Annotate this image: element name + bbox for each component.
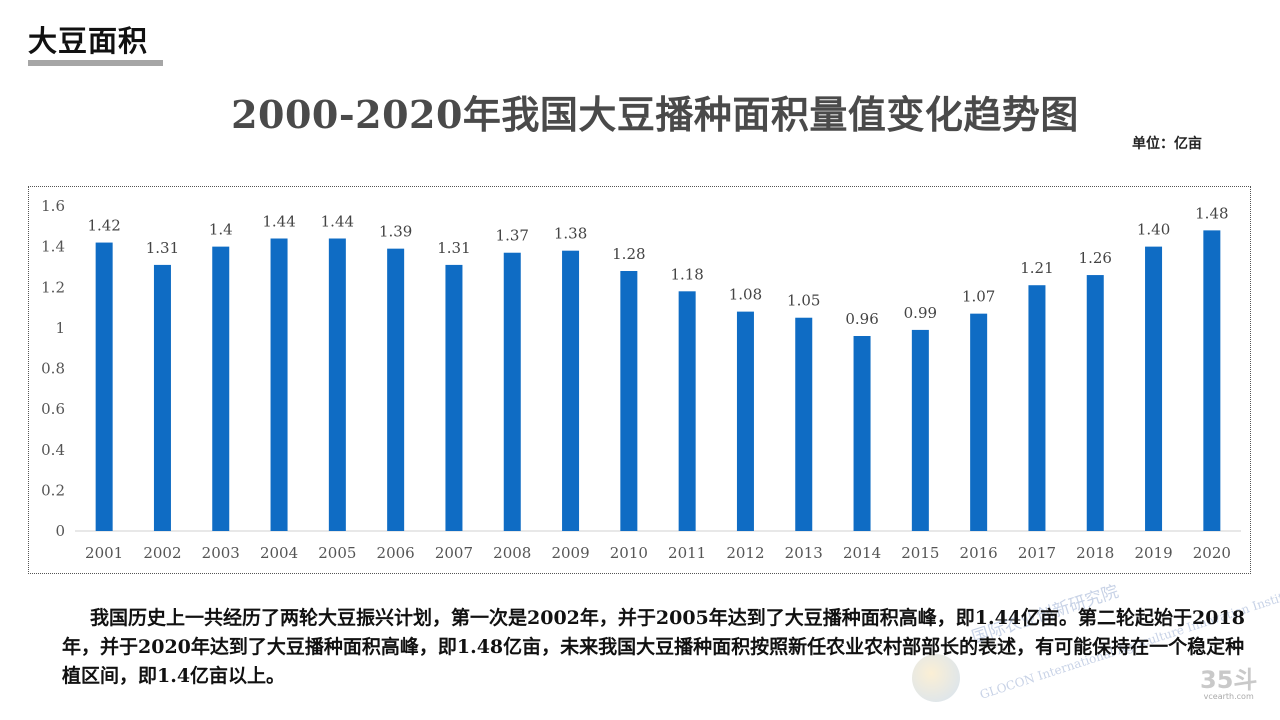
bar [853,336,871,531]
bar [95,242,113,531]
y-tick-label: 1.2 [41,278,65,296]
data-label: 1.40 [1137,221,1170,239]
data-label: 1.38 [554,225,587,243]
x-tick-label: 2010 [610,544,648,562]
data-label: 1.44 [262,213,295,231]
bar [445,264,463,531]
chart-title: 2000-2020年我国大豆播种面积量值变化趋势图 [231,92,1079,137]
x-tick-label: 2007 [435,544,473,562]
y-tick-label: 0 [55,522,65,540]
brand-logo-text: 35斗 [1200,666,1258,694]
y-tick-label: 0.4 [41,441,65,459]
bar [1028,285,1046,531]
data-label: 1.37 [496,227,529,245]
x-tick-label: 2015 [901,544,939,562]
x-tick-label: 2012 [726,544,764,562]
x-tick-label: 2016 [960,544,998,562]
data-label: 1.21 [1020,259,1053,277]
bar [562,250,580,531]
y-tick-label: 1 [55,319,65,337]
bar [911,329,929,531]
bar [736,311,754,531]
x-tick-label: 2018 [1076,544,1114,562]
bar [1086,275,1104,531]
data-label: 1.18 [670,265,703,283]
unit-label: 单位：亿亩 [1132,136,1202,152]
bar [970,313,988,531]
x-tick-label: 2019 [1134,544,1172,562]
bar [1145,246,1163,531]
data-label: 1.39 [379,223,412,241]
y-tick-label: 0.8 [41,360,65,378]
bar [503,252,521,531]
bar [153,264,171,531]
x-tick-label: 2009 [551,544,589,562]
data-label: 1.07 [962,288,995,306]
x-tick-label: 2014 [843,544,881,562]
section-title: 大豆面积 [28,24,149,58]
x-tick-label: 2003 [202,544,240,562]
bar [678,291,696,531]
x-tick-label: 2001 [85,544,123,562]
data-label: 0.96 [845,310,878,328]
bar [328,238,346,531]
x-tick-label: 2011 [668,544,706,562]
x-tick-label: 2002 [143,544,181,562]
data-label: 1.31 [437,239,470,257]
bar [212,246,230,531]
bar [795,317,813,531]
bar [270,238,288,531]
data-label: 0.99 [904,304,937,322]
y-tick-label: 1.6 [41,197,65,215]
brand-url: vcearth.com [1203,692,1254,701]
x-tick-label: 2020 [1193,544,1231,562]
data-label: 1.31 [146,239,179,257]
data-label: 1.48 [1195,204,1228,222]
data-label: 1.4 [209,221,233,239]
data-label: 1.28 [612,245,645,263]
y-tick-label: 0.2 [41,481,65,499]
x-tick-label: 2008 [493,544,531,562]
data-label: 1.08 [729,286,762,304]
chart-frame: 0 0.2 0.4 0.6 0.8 1 1.2 1.4 1.6 1.42 2001 1.31 2002 1… [28,186,1251,574]
data-label: 1.42 [87,217,120,235]
data-label: 1.05 [787,292,820,310]
y-tick-label: 0.6 [41,400,65,418]
bar-chart: 0 0.2 0.4 0.6 0.8 1 1.2 1.4 1.6 1.42 2001 1.31 2002 1… [41,197,1241,562]
bar [1203,230,1221,531]
section-underline [28,60,163,66]
x-tick-label: 2013 [785,544,823,562]
x-tick-label: 2005 [318,544,356,562]
y-tick-label: 1.4 [41,238,65,256]
data-label: 1.26 [1079,249,1112,267]
data-label: 1.44 [321,213,354,231]
body-paragraph: 我国历史上一共经历了两轮大豆振兴计划，第一次是2002年，并于2005年达到了大… [62,607,1245,687]
x-tick-label: 2004 [260,544,298,562]
x-tick-label: 2006 [377,544,415,562]
x-tick-label: 2017 [1018,544,1056,562]
bar [620,271,638,531]
brand-logo: 35斗 vcearth.com [1200,668,1257,701]
bar [387,248,405,531]
